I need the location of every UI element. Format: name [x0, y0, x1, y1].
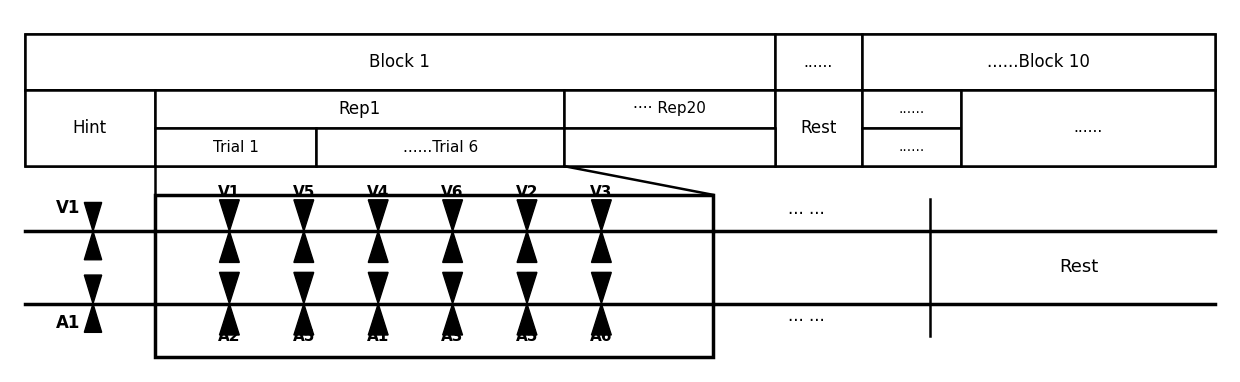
Text: V6: V6	[441, 185, 464, 201]
Bar	[775, 34, 862, 90]
Polygon shape	[294, 304, 314, 335]
Text: ......: ......	[1074, 120, 1102, 136]
Text: V1: V1	[218, 185, 241, 201]
Text: A1: A1	[56, 314, 81, 332]
Polygon shape	[517, 304, 537, 335]
Polygon shape	[294, 231, 314, 262]
Text: Rest: Rest	[1059, 258, 1099, 277]
Text: Trial 1: Trial 1	[213, 139, 258, 155]
Bar	[25, 90, 155, 166]
Text: V2: V2	[516, 185, 538, 201]
Bar	[25, 34, 775, 90]
Polygon shape	[84, 275, 102, 304]
Polygon shape	[294, 200, 314, 231]
Polygon shape	[84, 304, 102, 332]
Polygon shape	[368, 304, 388, 335]
Polygon shape	[368, 272, 388, 304]
Polygon shape	[591, 200, 611, 231]
Text: ··· ···: ··· ···	[787, 205, 825, 223]
Polygon shape	[443, 231, 463, 262]
Polygon shape	[591, 272, 611, 304]
Text: ......: ......	[898, 102, 925, 116]
Text: ......Trial 6: ......Trial 6	[403, 139, 477, 155]
Polygon shape	[84, 202, 102, 231]
Text: Block 1: Block 1	[370, 53, 430, 71]
Polygon shape	[591, 304, 611, 335]
Bar	[862, 34, 1215, 90]
Polygon shape	[517, 272, 537, 304]
Text: ··· ···: ··· ···	[787, 312, 825, 330]
Polygon shape	[219, 200, 239, 231]
Text: V5: V5	[293, 185, 315, 201]
Bar	[961, 90, 1215, 166]
Text: A6: A6	[590, 329, 613, 344]
Polygon shape	[368, 200, 388, 231]
Polygon shape	[84, 231, 102, 260]
Text: A5: A5	[293, 329, 315, 344]
Text: ···· Rep20: ···· Rep20	[634, 101, 706, 117]
Polygon shape	[517, 200, 537, 231]
Text: ......: ......	[804, 55, 833, 70]
Polygon shape	[443, 200, 463, 231]
Polygon shape	[368, 231, 388, 262]
Polygon shape	[219, 304, 239, 335]
Text: A5: A5	[516, 329, 538, 344]
Polygon shape	[591, 231, 611, 262]
Text: Hint: Hint	[73, 119, 107, 137]
Bar	[316, 128, 564, 166]
Text: A2: A2	[218, 329, 241, 344]
Bar	[155, 195, 713, 357]
Bar	[564, 128, 775, 166]
Text: ......: ......	[898, 140, 925, 154]
Polygon shape	[517, 231, 537, 262]
Text: A1: A1	[367, 329, 389, 344]
Text: Rest: Rest	[800, 119, 837, 137]
Bar	[25, 34, 1215, 90]
Bar	[25, 90, 1215, 166]
Text: V4: V4	[367, 185, 389, 201]
Text: Rep1: Rep1	[339, 100, 381, 118]
Polygon shape	[443, 304, 463, 335]
Bar	[155, 128, 316, 166]
Bar	[862, 90, 961, 128]
Bar	[775, 90, 862, 166]
Polygon shape	[219, 231, 239, 262]
Polygon shape	[443, 272, 463, 304]
Text: V3: V3	[590, 185, 613, 201]
Bar	[564, 90, 775, 128]
Text: A3: A3	[441, 329, 464, 344]
Polygon shape	[219, 272, 239, 304]
Text: V1: V1	[56, 199, 81, 217]
Polygon shape	[294, 272, 314, 304]
Bar	[862, 128, 961, 166]
Text: ......Block 10: ......Block 10	[987, 53, 1090, 71]
Bar	[155, 90, 564, 128]
